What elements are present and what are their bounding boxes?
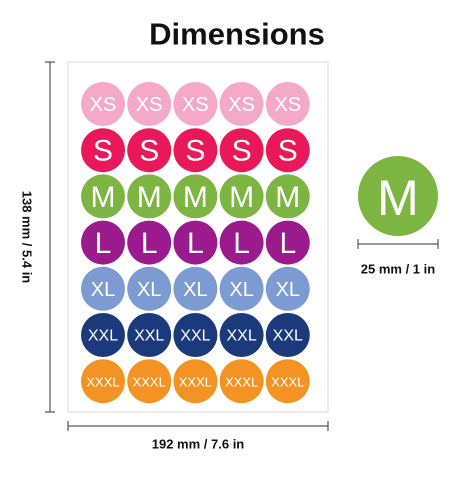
sticker <box>219 174 264 219</box>
sticker <box>81 266 125 311</box>
sticker <box>127 128 172 173</box>
sticker <box>81 359 125 404</box>
sticker-label: S <box>139 135 159 168</box>
single-sticker-label: M <box>377 170 419 226</box>
sticker <box>127 174 172 219</box>
sticker <box>81 220 125 265</box>
sticker-label: XS <box>274 94 301 116</box>
sticker-label: M <box>275 181 300 214</box>
sticker <box>219 220 264 265</box>
sticker <box>173 128 218 173</box>
title: Dimensions <box>149 17 325 52</box>
sticker-label: XXL <box>134 328 164 345</box>
dimension-lines <box>45 61 439 431</box>
sticker <box>173 313 218 357</box>
sticker-label: S <box>185 135 205 168</box>
sticker-label: XS <box>90 94 117 116</box>
sticker-label: M <box>183 181 208 214</box>
sticker-label: XXXL <box>271 375 304 390</box>
sticker-label: XS <box>136 94 163 116</box>
sticker-label: L <box>279 227 296 260</box>
sticker-label: XL <box>229 279 253 301</box>
sticker <box>127 220 172 265</box>
sticker-label: S <box>278 135 298 168</box>
height-label: 138 mm / 5.4 in <box>20 191 35 284</box>
sticker <box>265 128 310 173</box>
sticker <box>173 266 218 311</box>
sticker-label: XS <box>228 94 255 116</box>
size-label: 25 mm / 1 in <box>361 262 435 277</box>
sticker <box>265 359 310 404</box>
sticker <box>265 174 310 219</box>
sticker <box>173 220 218 265</box>
sticker <box>127 82 172 126</box>
sticker <box>81 313 125 357</box>
sticker-label: XXL <box>273 328 303 345</box>
sticker <box>173 359 218 404</box>
width-label: 192 mm / 7.6 in <box>152 437 245 452</box>
sticker <box>173 174 218 219</box>
sticker-label: XXXL <box>225 375 258 390</box>
sticker-label: XS <box>182 94 209 116</box>
sticker <box>219 82 264 126</box>
sticker <box>127 266 172 311</box>
sticker-label: XXXL <box>86 375 119 390</box>
sticker <box>219 359 264 404</box>
sticker-label: XL <box>276 279 300 301</box>
sticker <box>265 220 310 265</box>
sticker-label: L <box>141 227 158 260</box>
sticker-label: L <box>95 227 112 260</box>
sticker-label: M <box>229 181 254 214</box>
sticker <box>265 313 310 357</box>
sticker-label: S <box>93 135 113 168</box>
sticker-label: L <box>187 227 204 260</box>
sticker <box>219 128 264 173</box>
sticker-label: XXXL <box>179 375 212 390</box>
sticker-label: S <box>232 135 252 168</box>
sticker-label: XL <box>183 279 207 301</box>
sticker <box>81 128 125 173</box>
sticker <box>265 266 310 311</box>
sticker-label: M <box>91 181 116 214</box>
sticker-label: XXL <box>180 328 210 345</box>
single-sticker <box>358 156 438 236</box>
sticker-label: L <box>233 227 250 260</box>
sticker <box>173 82 218 126</box>
sticker-label: XXL <box>88 328 118 345</box>
sticker <box>127 313 172 357</box>
sticker-label: XL <box>137 279 161 301</box>
sticker-label: M <box>137 181 162 214</box>
sticker <box>81 82 125 126</box>
sticker-label: XXL <box>226 328 256 345</box>
sticker <box>219 266 264 311</box>
sticker <box>219 313 264 357</box>
sticker-label: XL <box>91 279 115 301</box>
sticker <box>81 174 125 219</box>
sticker-label: XXXL <box>133 375 166 390</box>
sticker <box>127 359 172 404</box>
sticker <box>265 82 310 126</box>
